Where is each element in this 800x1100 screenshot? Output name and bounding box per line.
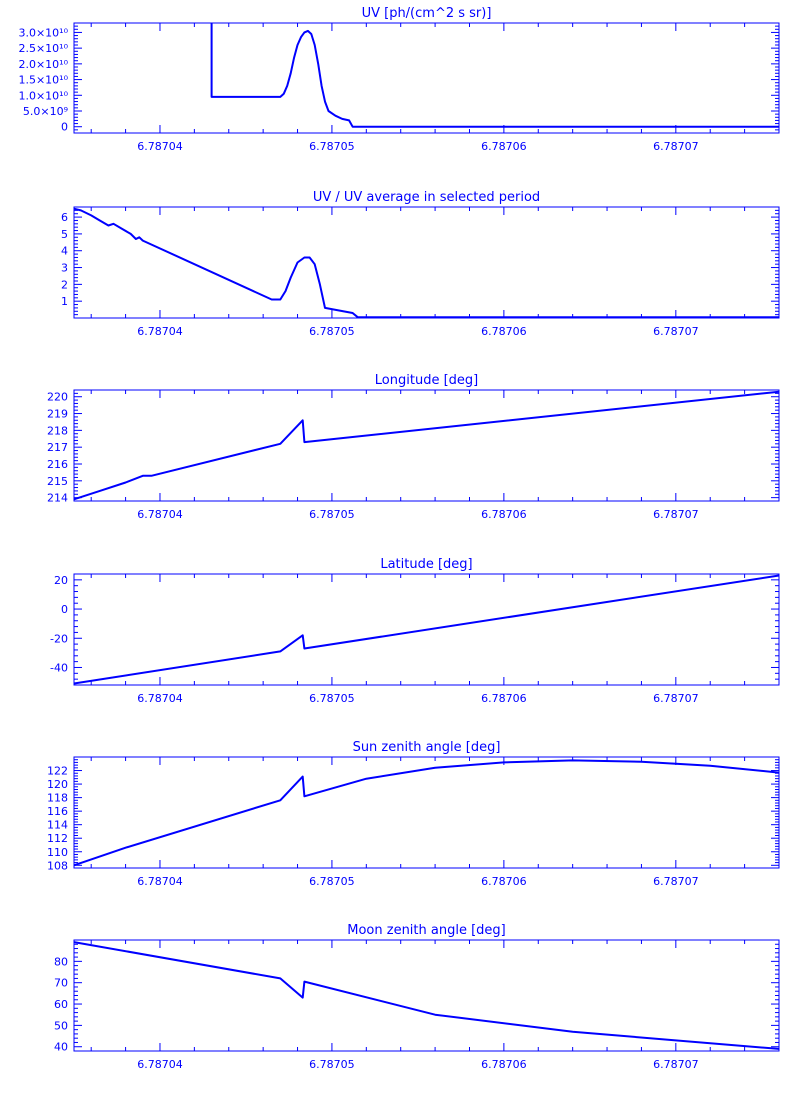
y-tick-label: 2.5×10¹⁰: [18, 42, 68, 55]
plot-panel-3: Longitude [deg] 6.78704 6.78705 6.78706 6.78…: [47, 373, 780, 521]
y-tick-label: 108: [47, 859, 68, 872]
series-line: [73, 759, 780, 867]
series-line: [210, 23, 779, 128]
y-tick-label: 70: [54, 977, 68, 990]
y-tick-label: 5: [61, 228, 68, 241]
y-tick-label: 219: [47, 408, 68, 421]
x-tick-label: 6.78707: [653, 508, 699, 521]
y-tick-label: 120: [47, 778, 68, 791]
x-tick-label: 6.78704: [137, 692, 183, 705]
y-tick-label: 110: [47, 846, 68, 859]
y-tick-label: 217: [47, 441, 68, 454]
y-tick-label: 4: [61, 245, 68, 258]
y-tick-label: 0: [61, 121, 68, 134]
series-line: [73, 390, 780, 501]
y-tick-label: 0: [61, 603, 68, 616]
y-tick-label: 6: [61, 211, 68, 224]
x-tick-label: 6.78705: [309, 508, 355, 521]
plot-panel-4: Latitude [deg] 6.78704 6.78705 6.78706 6.787…: [50, 557, 780, 705]
x-tick-label: 6.78705: [309, 1058, 355, 1071]
plot-frame: [73, 206, 780, 319]
y-tick-label: 216: [47, 458, 68, 471]
x-tick-label: 6.78706: [481, 140, 527, 153]
plot-frame: [73, 389, 780, 502]
x-tick-label: 6.78706: [481, 508, 527, 521]
y-tick-label: 215: [47, 475, 68, 488]
x-tick-label: 6.78707: [653, 1058, 699, 1071]
x-tick-label: 6.78707: [653, 875, 699, 888]
y-tick-label: 50: [54, 1019, 68, 1032]
y-tick-label: 122: [47, 765, 68, 778]
plot-title: Sun zenith angle [deg]: [353, 740, 501, 755]
plot-panel-6: Moon zenith angle [deg] 6.78704 6.78705 6.7…: [54, 923, 780, 1071]
y-tick-label: 20: [54, 574, 68, 587]
y-tick-label: 3.0×10¹⁰: [18, 26, 68, 39]
y-tick-label: -40: [50, 661, 68, 674]
x-tick-label: 6.78707: [653, 140, 699, 153]
x-tick-label: 6.78706: [481, 1058, 527, 1071]
plot-frame: [73, 939, 780, 1052]
y-tick-label: 80: [54, 955, 68, 968]
x-tick-label: 6.78704: [137, 140, 183, 153]
x-tick-label: 6.78704: [137, 325, 183, 338]
plot-title: Moon zenith angle [deg]: [347, 923, 505, 938]
x-tick-label: 6.78704: [137, 508, 183, 521]
plot-title: Longitude [deg]: [375, 373, 478, 388]
plot-title: Latitude [deg]: [380, 557, 472, 572]
x-tick-label: 6.78707: [653, 325, 699, 338]
y-tick-label: 3: [61, 262, 68, 275]
plot-frame: [73, 756, 780, 869]
x-tick-label: 6.78706: [481, 325, 527, 338]
y-tick-label: 218: [47, 424, 68, 437]
y-tick-label: 214: [47, 492, 68, 505]
y-tick-label: 2: [61, 278, 68, 291]
y-tick-label: 112: [47, 832, 68, 845]
series-line: [73, 207, 779, 319]
y-tick-label: 116: [47, 805, 68, 818]
plot-panel-2: UV / UV average in selected period 6.7870…: [61, 190, 780, 338]
x-tick-label: 6.78705: [309, 325, 355, 338]
x-tick-label: 6.78704: [137, 1058, 183, 1071]
y-tick-label: 60: [54, 998, 68, 1011]
plot-title: UV [ph/(cm^2 s sr)]: [362, 6, 492, 21]
series-line: [73, 941, 780, 1050]
plot-frame: [73, 573, 780, 686]
x-tick-label: 6.78705: [309, 692, 355, 705]
x-tick-label: 6.78705: [309, 140, 355, 153]
y-tick-label: 114: [47, 819, 68, 832]
series-line: [73, 574, 780, 685]
y-tick-label: 220: [47, 391, 68, 404]
x-tick-label: 6.78704: [137, 875, 183, 888]
y-tick-label: 5.0×10⁹: [23, 105, 68, 118]
x-tick-label: 6.78706: [481, 875, 527, 888]
plot-panel-1: UV [ph/(cm^2 s sr)] 6.78704 6.78705 6.78706…: [18, 6, 780, 153]
plot-panel-5: Sun zenith angle [deg] 6.78704 6.78705 6.78…: [47, 740, 780, 888]
y-tick-label: 1.5×10¹⁰: [18, 74, 68, 87]
y-tick-label: 118: [47, 792, 68, 805]
x-tick-label: 6.78707: [653, 692, 699, 705]
plot-title: UV / UV average in selected period: [313, 190, 540, 205]
y-tick-label: 1.0×10¹⁰: [18, 89, 68, 102]
y-tick-label: -20: [50, 632, 68, 645]
x-tick-label: 6.78706: [481, 692, 527, 705]
y-tick-label: 2.0×10¹⁰: [18, 58, 68, 71]
y-tick-label: 1: [61, 295, 68, 308]
plot-frame: [73, 22, 780, 134]
x-tick-label: 6.78705: [309, 875, 355, 888]
y-tick-label: 40: [54, 1041, 68, 1054]
